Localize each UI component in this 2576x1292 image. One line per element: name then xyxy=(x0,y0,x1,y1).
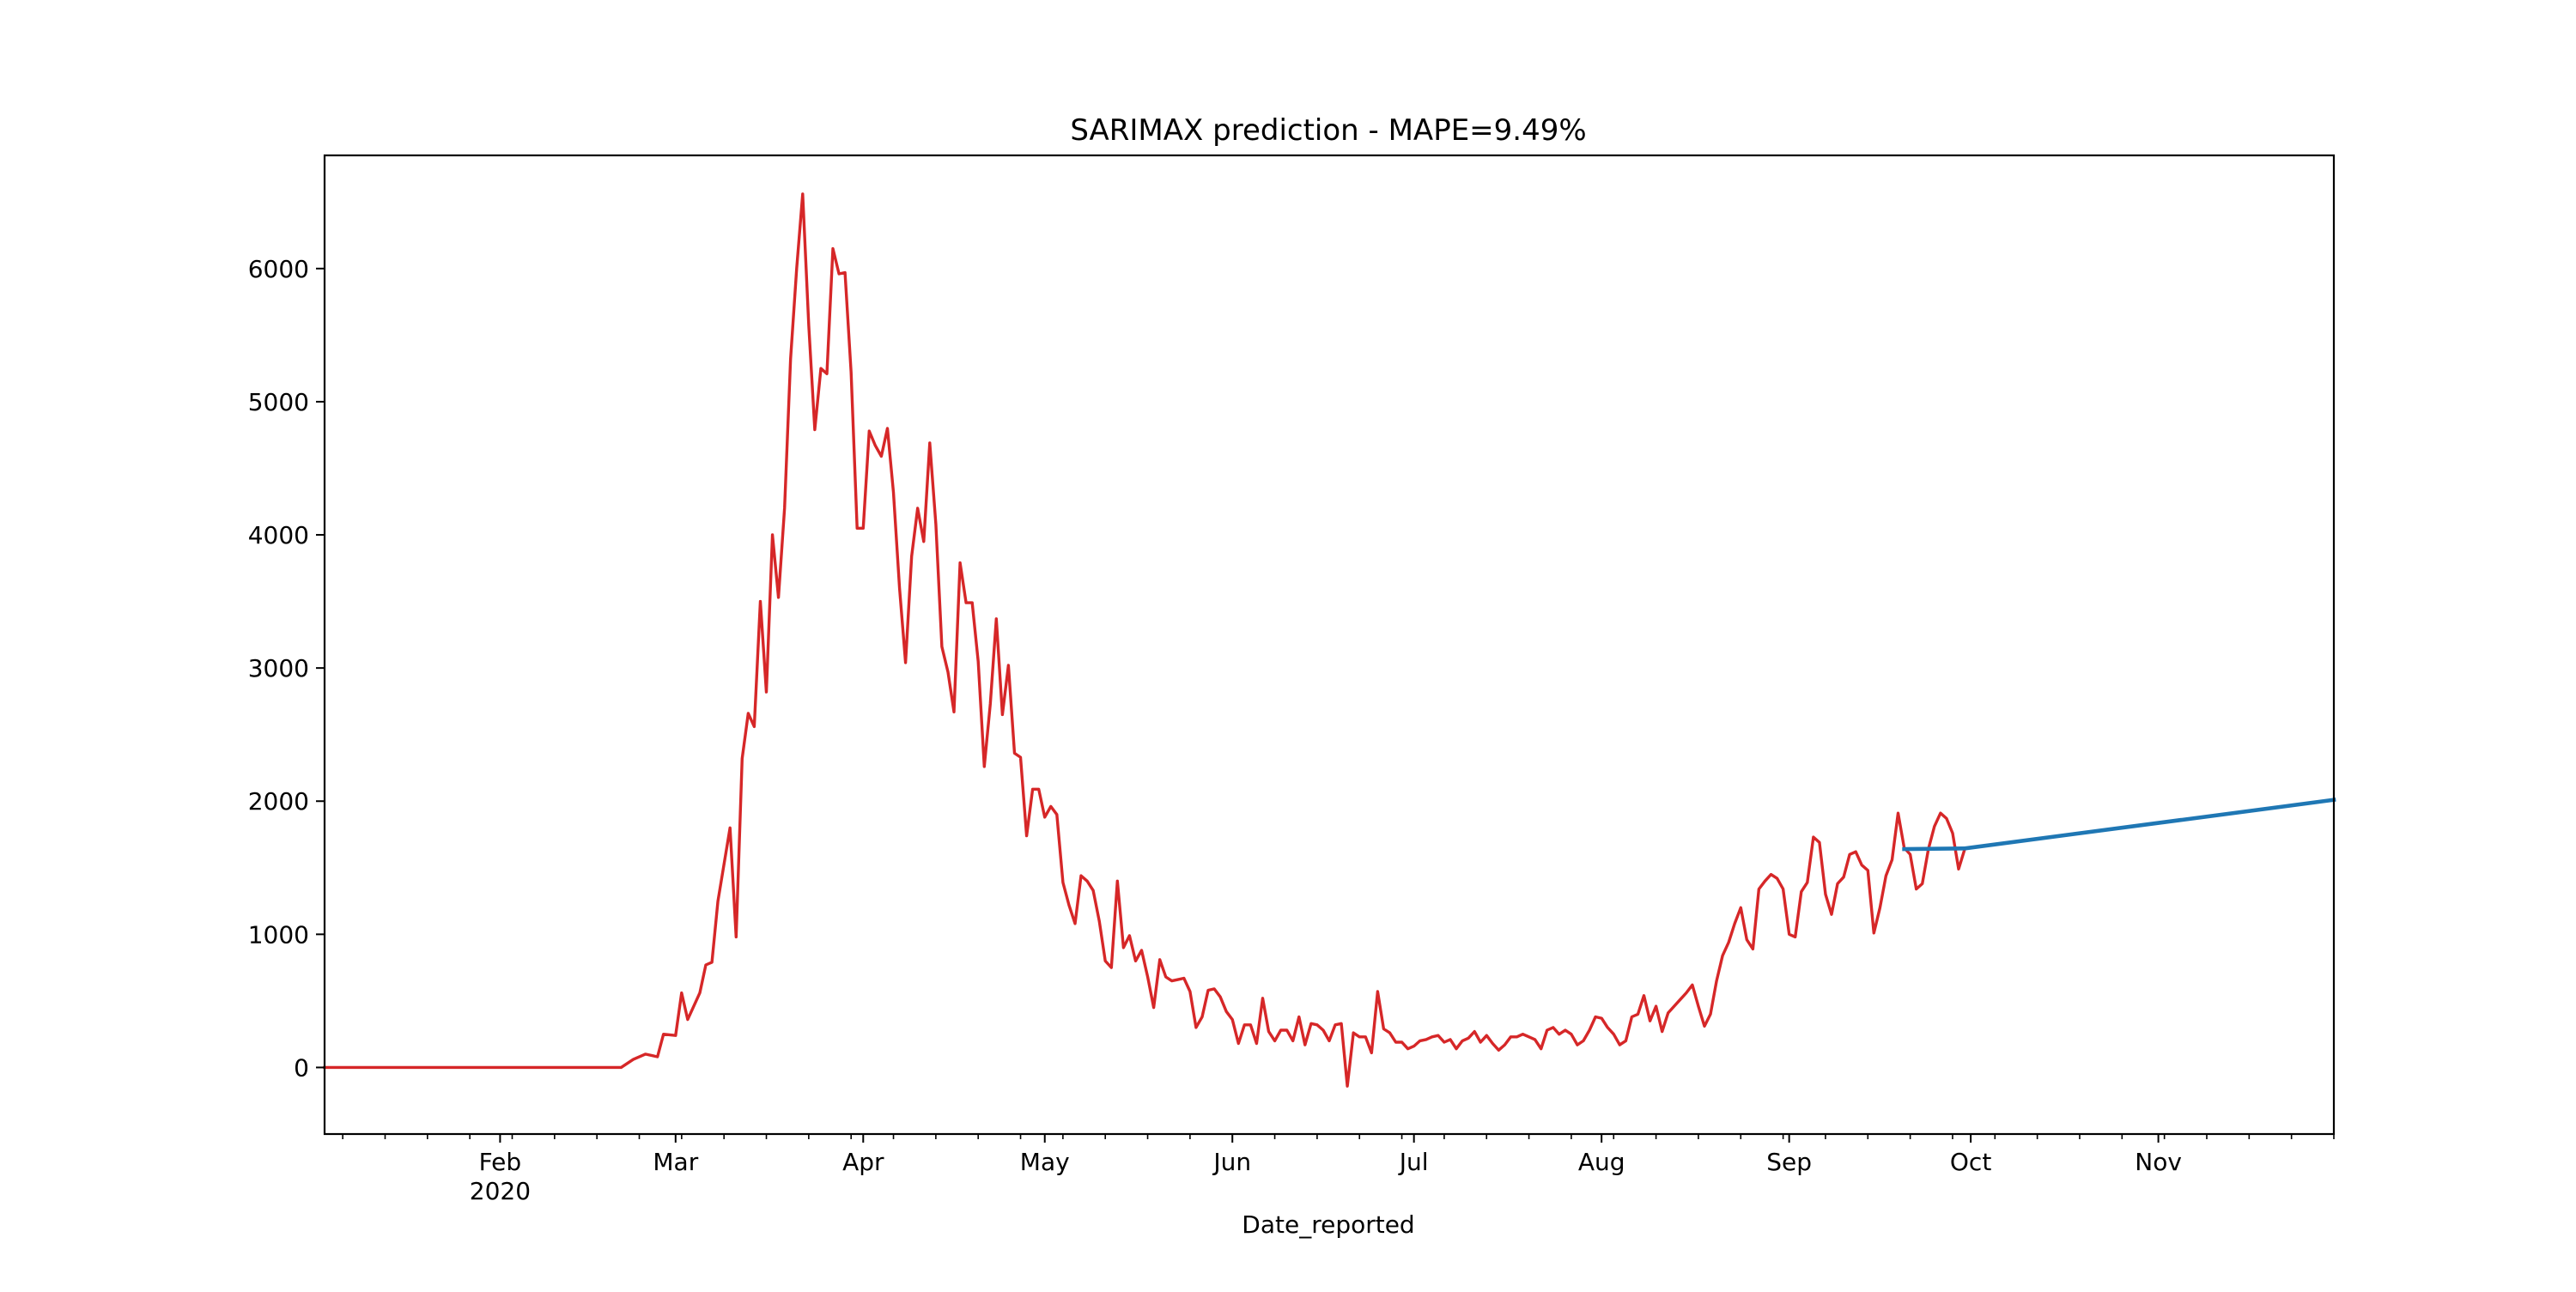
x-tick-sublabel: 2020 xyxy=(470,1177,531,1205)
series-line-2 xyxy=(1902,798,2336,852)
x-tick-label: May xyxy=(1020,1148,1070,1176)
y-tick-label: 3000 xyxy=(248,654,309,682)
x-tick-label: Mar xyxy=(653,1148,698,1176)
y-tick-label: 5000 xyxy=(248,388,309,416)
y-tick-label: 6000 xyxy=(248,255,309,283)
axes-frame xyxy=(323,154,2336,1136)
x-tick-label: Feb xyxy=(479,1148,522,1176)
y-tick-label: 2000 xyxy=(248,787,309,816)
x-tick-label: Jul xyxy=(1398,1148,1429,1176)
y-tick-label: 4000 xyxy=(248,521,309,549)
x-tick-label: Sep xyxy=(1766,1148,1812,1176)
x-tick-label: Jun xyxy=(1212,1148,1251,1176)
y-tick-label: 1000 xyxy=(248,920,309,949)
x-tick-label: Nov xyxy=(2135,1148,2182,1176)
x-axis-label: Date_reported xyxy=(1242,1210,1414,1239)
chart-title: SARIMAX prediction - MAPE=9.49% xyxy=(1070,113,1586,148)
x-tick-label: Oct xyxy=(1950,1148,1991,1176)
x-tick-label: Aug xyxy=(1578,1148,1625,1176)
y-tick-label: 0 xyxy=(294,1053,309,1082)
series-line-1 xyxy=(323,192,1967,1088)
x-tick-label: Apr xyxy=(842,1148,884,1176)
